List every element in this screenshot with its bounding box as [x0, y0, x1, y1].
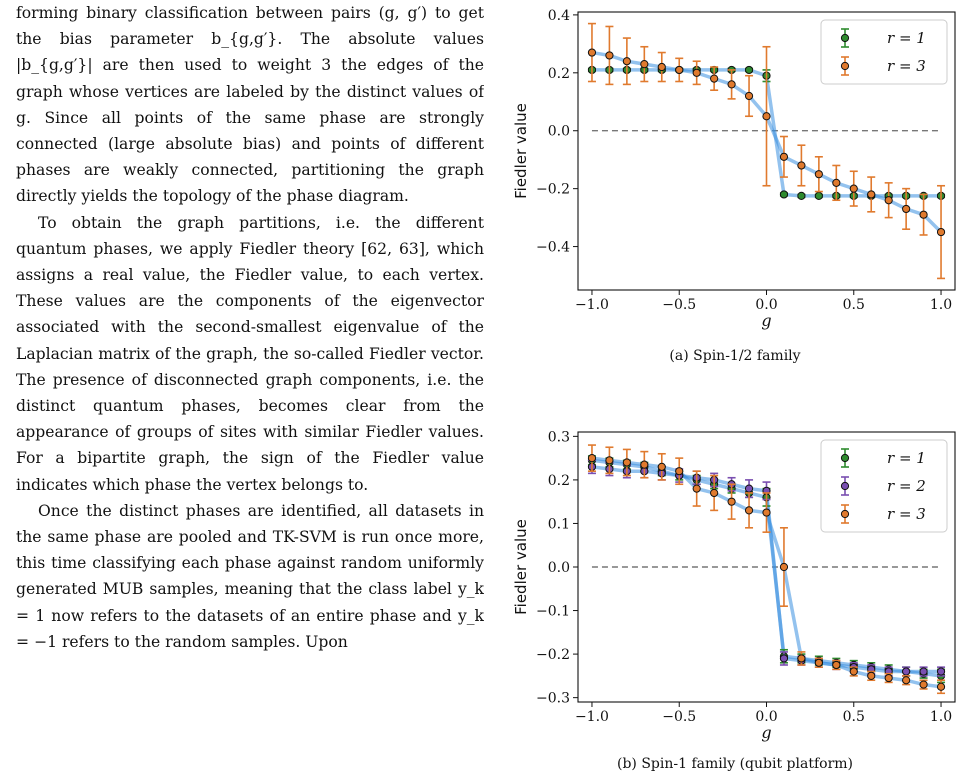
data-point	[849, 667, 858, 676]
data-point	[605, 456, 614, 465]
data-point	[919, 210, 928, 219]
paragraph-3: Once the distinct phases are identified,…	[16, 501, 484, 651]
data-point	[744, 506, 754, 515]
y-tick-label: 0.0	[548, 124, 570, 140]
figure-a: −1.0 −0.5 0.0 0.5 1.0 −0.4 −0.2 0.0 0.2 0.4 g Fiedl…	[500, 0, 970, 340]
data-point	[884, 673, 893, 683]
x-tick-label: −0.5	[662, 297, 696, 313]
y-tick-label: −0.3	[536, 691, 570, 707]
data-point	[779, 190, 789, 199]
data-point	[587, 48, 597, 57]
data-point	[744, 484, 754, 493]
y-tick-label: −0.1	[536, 604, 570, 620]
data-point	[814, 191, 823, 200]
legend-label: r = 2	[887, 477, 926, 495]
data-point	[936, 227, 946, 237]
data-point	[762, 112, 771, 121]
data-point	[605, 51, 614, 60]
x-tick-label: 0.0	[755, 297, 777, 313]
data-point	[640, 60, 649, 69]
legend-label: r = 3	[887, 57, 926, 75]
caption-b: (b) Spin-1 family (qubit platform)	[617, 756, 853, 772]
x-tick-label: 1.0	[930, 709, 952, 725]
data-point	[867, 190, 876, 199]
data-point	[744, 65, 754, 75]
y-tick-label: 0.1	[548, 516, 570, 532]
legend-label: r = 1	[887, 449, 926, 467]
paragraph-1: forming binary classification between pa…	[16, 4, 484, 206]
x-tick-label: 0.5	[843, 709, 865, 725]
data-point	[884, 196, 893, 205]
y-tick-label: 0.2	[548, 66, 570, 82]
data-point	[797, 161, 806, 170]
data-point	[710, 74, 719, 83]
y-tick-label: −0.2	[536, 182, 570, 198]
caption-a: (a) Spin-1/2 family	[669, 348, 801, 364]
y-axis-label: Fiedler value	[512, 103, 530, 199]
body-text-column: forming binary classification between pa…	[16, 0, 484, 783]
data-point	[779, 654, 789, 663]
data-point	[919, 667, 928, 676]
data-point	[779, 152, 789, 161]
data-point	[849, 184, 858, 193]
y-tick-label: 0.0	[548, 560, 570, 576]
data-point	[744, 91, 754, 101]
data-point	[657, 62, 666, 72]
data-point	[797, 191, 806, 200]
figure-b: −1.0 −0.5 0.0 0.5 1.0 −0.3 −0.2 −0.1 0.0 0.1 0.2 0.…	[500, 420, 970, 750]
data-point	[727, 497, 736, 506]
x-tick-label: −1.0	[575, 297, 609, 313]
x-tick-label: −1.0	[575, 709, 609, 725]
data-point	[727, 80, 736, 89]
data-point	[902, 667, 911, 676]
data-point	[675, 65, 684, 75]
chart-spin-half: −1.0 −0.5 0.0 0.5 1.0 −0.4 −0.2 0.0 0.2 0.4 g Fiedl…	[512, 8, 956, 330]
data-point	[622, 57, 631, 66]
y-tick-label: 0.3	[548, 429, 570, 445]
data-point	[814, 170, 823, 179]
x-tick-label: 0.5	[843, 297, 865, 313]
chart-spin-one: −1.0 −0.5 0.0 0.5 1.0 −0.3 −0.2 −0.1 0.0 0.1 0.2 0.…	[512, 429, 956, 742]
legend-marker	[840, 481, 850, 491]
y-tick-label: 0.2	[548, 473, 570, 489]
data-point	[832, 178, 841, 187]
legend-marker	[840, 61, 850, 71]
legend-marker	[840, 33, 850, 43]
data-point	[936, 682, 946, 691]
data-point	[587, 454, 597, 463]
data-point	[814, 658, 823, 667]
data-point	[902, 676, 911, 685]
legend-box	[820, 439, 948, 533]
legend-label: r = 3	[887, 505, 926, 523]
data-point	[936, 667, 946, 676]
x-axis-label: g	[761, 723, 771, 742]
data-point	[710, 488, 719, 498]
paragraph-2: To obtain the graph partitions, i.e. the…	[16, 213, 484, 494]
y-tick-label: 0.4	[548, 8, 570, 24]
data-point	[692, 68, 701, 77]
legend-marker	[840, 509, 850, 519]
y-tick-label: −0.2	[536, 647, 570, 663]
data-point	[867, 671, 876, 680]
y-axis-label: Fiedler value	[512, 519, 530, 615]
data-point	[675, 467, 684, 476]
y-tick-label: −0.4	[536, 240, 570, 256]
data-point	[762, 508, 771, 517]
data-point	[640, 460, 649, 469]
legend-label: r = 1	[887, 29, 926, 47]
x-tick-label: 0.0	[755, 709, 777, 725]
legend-box	[820, 19, 948, 85]
x-axis-label: g	[761, 311, 771, 330]
x-tick-label: 1.0	[930, 297, 952, 313]
data-point	[622, 458, 631, 467]
data-point	[902, 204, 911, 214]
x-tick-label: −0.5	[662, 709, 696, 725]
data-point	[657, 462, 666, 471]
data-point	[692, 484, 701, 493]
data-point	[797, 654, 806, 663]
data-point	[919, 680, 928, 689]
data-point	[832, 660, 841, 670]
data-point	[779, 562, 789, 572]
legend-marker	[840, 453, 850, 463]
